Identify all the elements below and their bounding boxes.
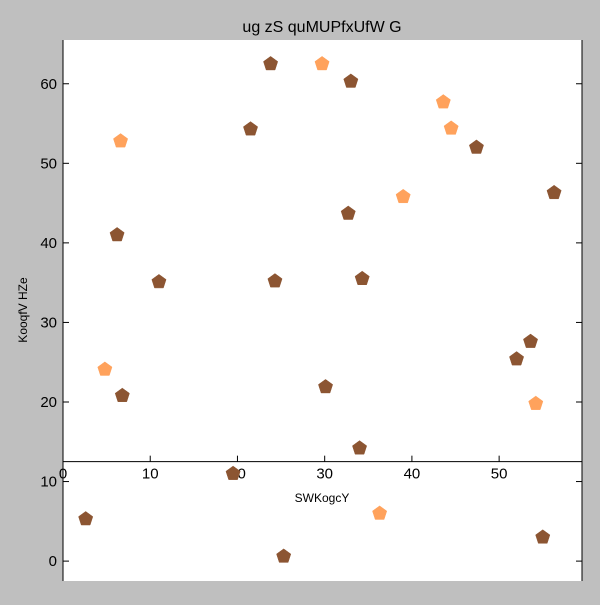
data-point xyxy=(78,511,94,526)
data-point xyxy=(343,73,359,88)
data-point xyxy=(267,273,283,288)
x-tick-label: 0 xyxy=(59,466,67,483)
data-point xyxy=(535,529,551,544)
data-point xyxy=(114,387,130,402)
data-point xyxy=(263,56,279,71)
data-point xyxy=(395,188,411,204)
y-tick-label: 0 xyxy=(49,553,57,570)
y-axis-label: KooqfV HZe xyxy=(16,277,30,343)
y-tick-label: 60 xyxy=(40,76,57,93)
y-tick-label: 40 xyxy=(40,235,57,252)
data-points xyxy=(78,56,562,563)
data-point xyxy=(443,120,459,135)
data-point xyxy=(523,333,538,348)
x-axis-label: SWKogcY xyxy=(295,491,350,505)
x-tick-label: 10 xyxy=(142,466,159,483)
data-point xyxy=(109,227,125,242)
data-point xyxy=(151,274,167,289)
x-tick-label: 40 xyxy=(404,466,421,483)
data-point xyxy=(113,133,128,148)
data-point xyxy=(528,395,544,410)
x-tick-label: 50 xyxy=(491,466,508,483)
data-point xyxy=(354,270,370,285)
data-point xyxy=(509,351,525,366)
data-point xyxy=(469,139,484,154)
data-point xyxy=(340,205,356,220)
data-point xyxy=(314,56,330,71)
y-tick-label: 50 xyxy=(40,155,57,172)
data-point xyxy=(546,184,562,200)
y-tick-label: 20 xyxy=(40,394,57,411)
data-point xyxy=(243,121,258,136)
data-point xyxy=(318,379,333,394)
data-point xyxy=(97,361,113,376)
data-point xyxy=(352,440,367,455)
plot-area xyxy=(63,40,582,581)
x-tick-label: 30 xyxy=(316,466,333,483)
chart-title: ug zS quMUPfxUfW G xyxy=(242,19,401,36)
data-point xyxy=(372,505,388,520)
data-point xyxy=(225,465,241,480)
y-tick-label: 30 xyxy=(40,314,57,331)
data-point xyxy=(276,548,292,563)
data-point xyxy=(435,94,451,109)
y-tick-label: 10 xyxy=(40,474,57,491)
